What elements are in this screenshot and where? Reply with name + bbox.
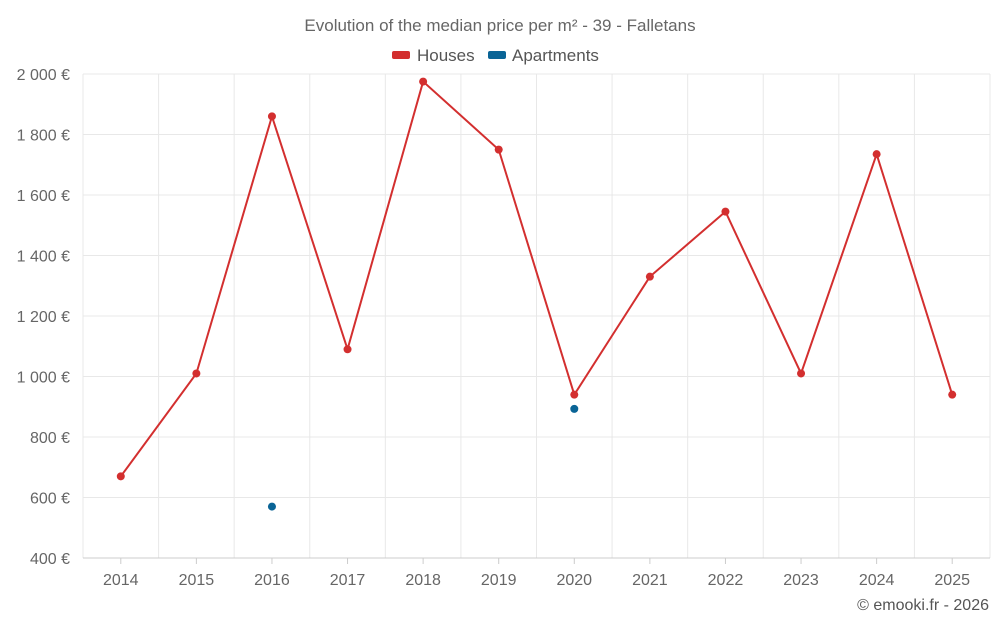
legend-swatch-houses [392,51,410,59]
legend: Houses Apartments [392,46,599,65]
y-tick-label: 1 000 € [17,370,70,387]
legend-label-houses: Houses [417,46,475,65]
data-point-houses [721,207,730,216]
data-point-houses [645,272,654,281]
y-tick-label: 600 € [30,491,70,508]
x-tick-label: 2017 [330,572,366,589]
data-point-houses [570,390,579,399]
y-tick-label: 1 400 € [17,249,70,266]
data-point-houses [267,112,276,121]
data-point-houses [419,77,428,86]
y-tick-label: 400 € [30,551,70,568]
x-tick-label: 2023 [783,572,819,589]
x-tick-label: 2021 [632,572,668,589]
y-axis-ticks: 400 € 600 € 800 € 1 000 € 1 200 € 1 400 € 1 60… [17,67,70,568]
legend-label-apartments: Apartments [512,46,599,65]
y-tick-label: 1 600 € [17,188,70,205]
x-tick-label: 2014 [103,572,139,589]
x-tick-label: 2016 [254,572,290,589]
data-point-apartments [570,404,579,413]
x-tick-label: 2022 [708,572,744,589]
y-tick-label: 800 € [30,430,70,447]
data-point-houses [343,345,352,354]
grid [82,73,991,559]
data-point-houses [192,369,201,378]
y-tick-label: 2 000 € [17,67,70,84]
data-point-houses [494,145,503,154]
y-tick-label: 1 200 € [17,309,70,326]
chart-title: Evolution of the median price per m² - 3… [304,16,695,35]
credit: © emooki.fr - 2026 [857,597,989,614]
data-point-houses [116,472,125,481]
data-point-houses [948,390,957,399]
x-tick-label: 2025 [934,572,970,589]
x-tick-label: 2020 [556,572,592,589]
x-axis-ticks: 2014 2015 2016 2017 2018 2019 2020 2021 2022 2023… [103,558,970,589]
x-tick-label: 2018 [405,572,441,589]
x-tick-label: 2024 [859,572,895,589]
series-layer [116,77,957,511]
data-point-apartments [267,502,276,511]
legend-swatch-apartments [488,51,506,59]
series-line-houses [119,79,954,477]
x-tick-label: 2019 [481,572,517,589]
data-point-houses [797,369,806,378]
data-point-houses [872,150,881,159]
x-tick-label: 2015 [179,572,215,589]
y-tick-label: 1 800 € [17,128,70,145]
